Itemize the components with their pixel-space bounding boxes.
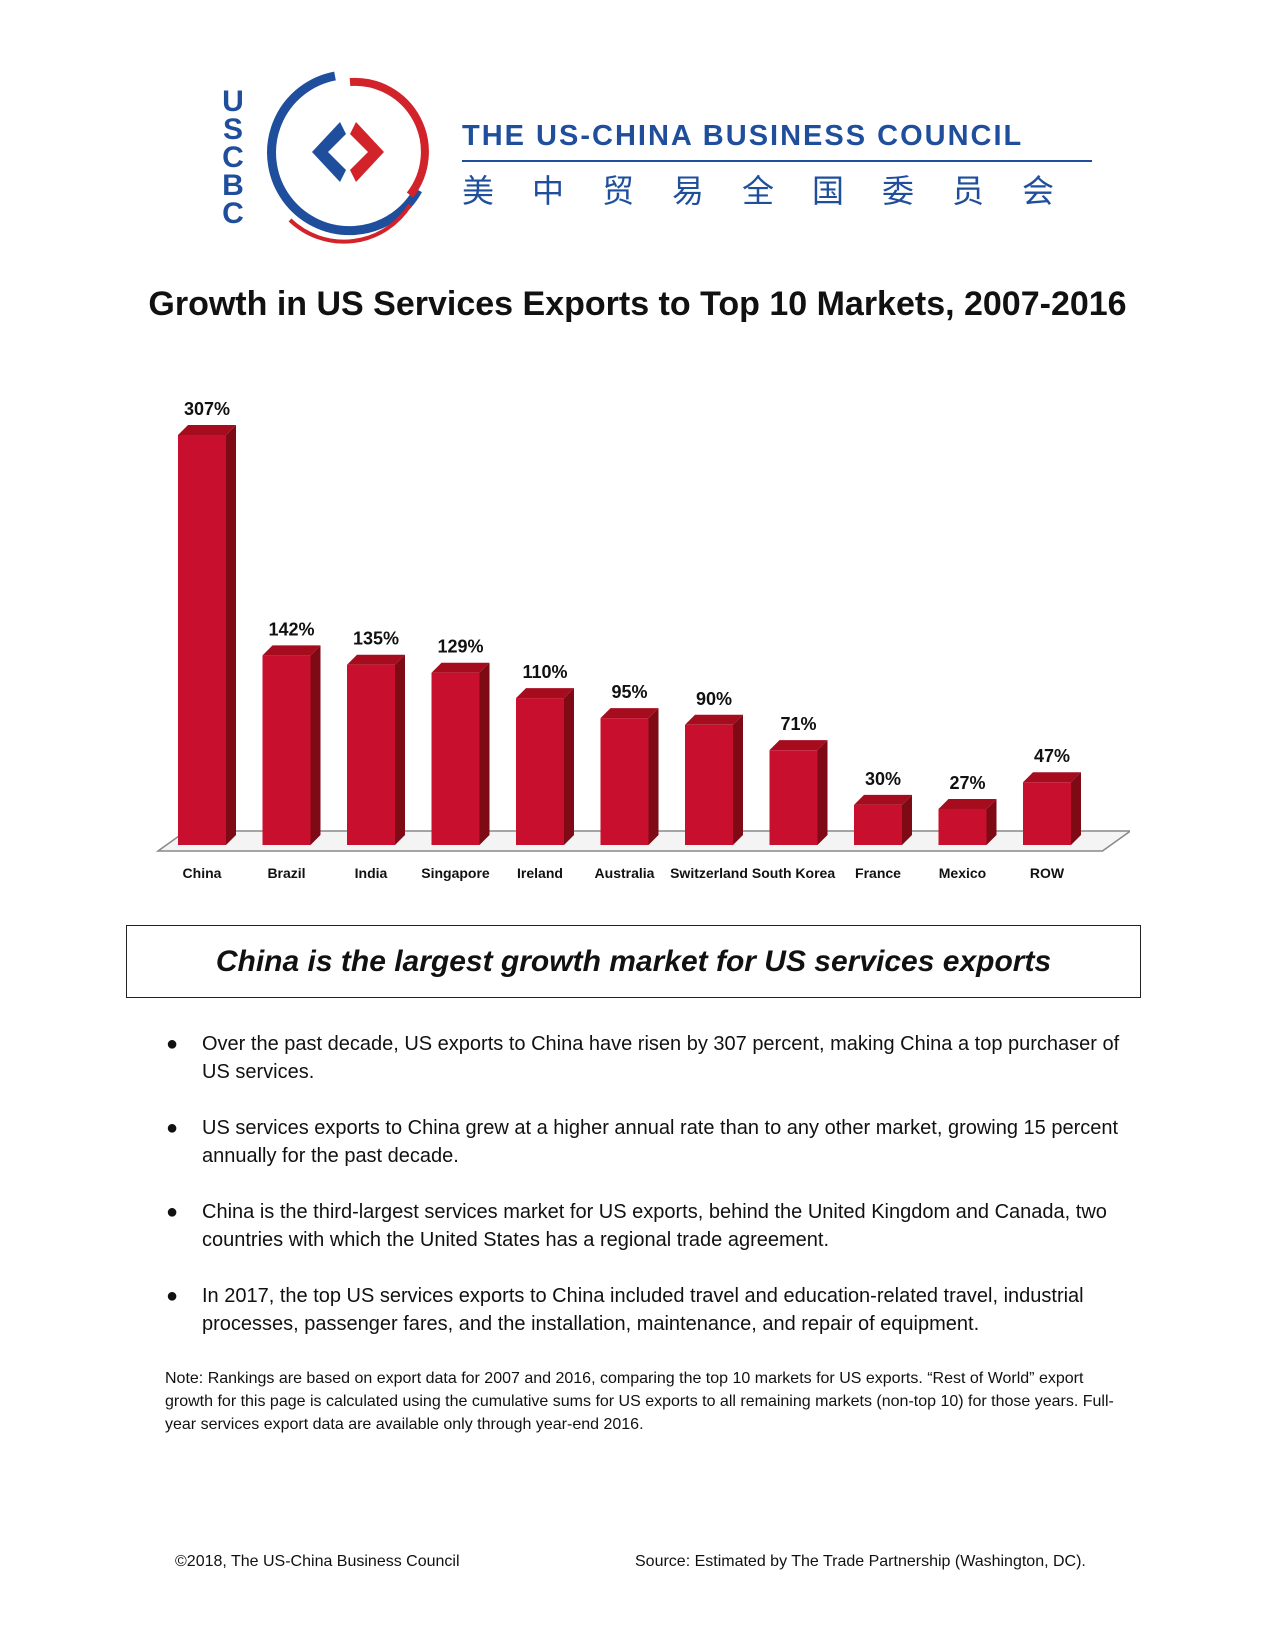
bullet-list: ● Over the past decade, US exports to Chi…: [160, 1030, 1140, 1366]
bar-australia: [600, 708, 659, 845]
page-title: Growth in US Services Exports to Top 10 …: [148, 285, 1127, 323]
org-name-chinese: 美中贸易全国委员会: [462, 172, 1093, 210]
bar-top: [938, 798, 997, 809]
bar-value-label: 129%: [437, 637, 483, 657]
bar-top: [854, 794, 912, 805]
bar-front: [178, 435, 226, 845]
bar-front: [516, 698, 564, 845]
bar-front: [431, 672, 480, 845]
bar-brazil: [262, 645, 321, 845]
bar-south-korea: [769, 740, 828, 845]
bar-top: [262, 645, 321, 656]
bar-singapore: [431, 662, 490, 845]
logo-letter: C: [222, 197, 244, 230]
logo-letters: U S C B C: [218, 85, 248, 230]
bar-ireland: [516, 688, 574, 845]
bar-india: [347, 654, 405, 845]
bar-side: [564, 688, 574, 845]
org-name-divider: [462, 160, 1092, 162]
logo-letter: S: [222, 113, 243, 146]
bar-france: [854, 794, 912, 845]
bullet-text: In 2017, the top US services exports to …: [202, 1285, 1084, 1335]
category-label: Switzerland: [670, 865, 748, 881]
bar-value-label: 47%: [1034, 746, 1070, 766]
bar-top: [769, 740, 828, 751]
category-label: ROW: [1030, 865, 1065, 881]
footnote: Note: Rankings are based on export data …: [165, 1370, 1114, 1433]
bar-side: [1071, 772, 1081, 845]
bar-value-label: 30%: [865, 769, 901, 789]
bar-value-label: 90%: [696, 689, 732, 709]
logo-emblem-icon: [267, 71, 429, 244]
bar-front: [1023, 782, 1071, 845]
bar-value-label: 110%: [522, 662, 567, 682]
bar-front: [769, 750, 818, 845]
bullet-icon: ●: [166, 1033, 179, 1055]
bullet-item: ● China is the third-largest services mar…: [160, 1198, 1140, 1254]
bar-value-label: 71%: [780, 714, 816, 734]
bar-side: [479, 662, 490, 845]
logo-letter: B: [222, 169, 244, 202]
chart-labels: 307% China 142% Brazil 135% India 129% Singapor…: [183, 399, 1070, 881]
bullet-text: US services exports to China grew at a h…: [202, 1117, 1119, 1167]
category-label: France: [855, 865, 901, 881]
bar-side: [986, 798, 997, 845]
bar-front: [854, 804, 902, 845]
category-label: China: [183, 865, 222, 881]
bar-side: [310, 645, 321, 845]
bar-side: [733, 714, 743, 845]
bar-top: [516, 688, 574, 699]
bullet-icon: ●: [166, 1201, 179, 1223]
category-label: Brazil: [267, 865, 305, 881]
uscbc-logo: U S C B C THE US-CHINA BUSINESS COUNCIL …: [200, 70, 1100, 245]
bullet-item: ● In 2017, the top US services exports to…: [160, 1282, 1140, 1338]
bar-front: [262, 655, 311, 845]
bar-front: [600, 718, 649, 845]
bar-front: [347, 664, 395, 845]
bar-value-label: 307%: [184, 399, 230, 419]
org-name: THE US-CHINA BUSINESS COUNCIL: [462, 120, 1024, 152]
bullet-icon: ●: [166, 1285, 179, 1307]
bullet-item: ● Over the past decade, US exports to Chi…: [160, 1030, 1140, 1086]
bar-side: [226, 425, 236, 845]
bar-top: [347, 654, 405, 665]
category-label: South Korea: [752, 865, 835, 881]
logo-letter: C: [222, 141, 244, 174]
bar-top: [600, 708, 659, 719]
bar-value-label: 135%: [353, 629, 399, 649]
bar-side: [902, 794, 912, 845]
chart-bars: [178, 425, 1081, 845]
category-label: Singapore: [421, 865, 490, 881]
bar-side: [395, 654, 405, 845]
bar-top: [1023, 772, 1081, 783]
bar-switzerland: [685, 714, 743, 845]
bar-value-label: 27%: [949, 773, 985, 793]
bar-front: [685, 724, 733, 845]
bar-top: [431, 662, 490, 673]
bullet-icon: ●: [166, 1117, 179, 1139]
bar-mexico: [938, 798, 997, 845]
bar-front: [938, 808, 987, 845]
bullet-text: China is the third-largest services mark…: [202, 1201, 1107, 1251]
bar-value-label: 142%: [268, 619, 314, 639]
bar-value-label: 95%: [611, 682, 647, 702]
category-label: Ireland: [517, 865, 563, 881]
callout-box: China is the largest growth market for U…: [126, 925, 1141, 998]
bar-top: [178, 425, 236, 435]
logo-letter: U: [222, 85, 244, 118]
bullet-item: ● US services exports to China grew at a …: [160, 1114, 1140, 1170]
bar-china: [178, 425, 236, 845]
bar-top: [685, 714, 743, 725]
bar-side: [817, 740, 828, 845]
bar-row: [1023, 772, 1081, 845]
category-label: India: [355, 865, 388, 881]
category-label: Australia: [595, 865, 655, 881]
bar-side: [648, 708, 659, 845]
bar-chart: 307% China 142% Brazil 135% India 129% Singapor…: [155, 399, 1130, 881]
source-credit: Source: Estimated by The Trade Partnersh…: [635, 1553, 1086, 1570]
copyright: ©2018, The US-China Business Council: [175, 1553, 460, 1570]
category-label: Mexico: [939, 865, 986, 881]
bullet-text: Over the past decade, US exports to Chin…: [202, 1033, 1120, 1083]
